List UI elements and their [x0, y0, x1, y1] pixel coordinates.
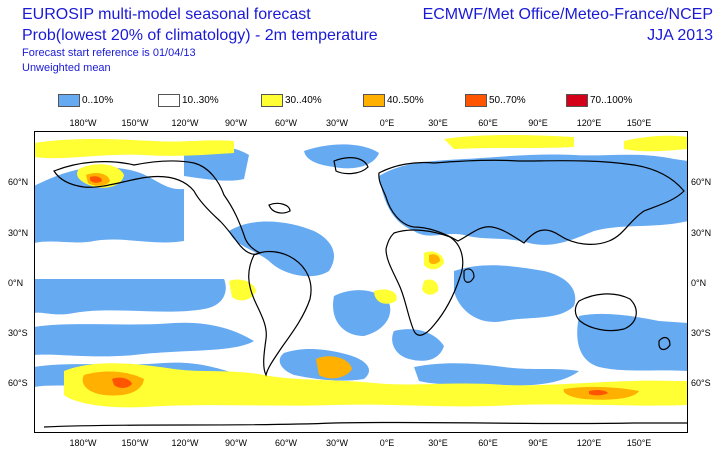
legend-item: 40..50%	[363, 93, 424, 107]
probability-map	[34, 131, 688, 433]
moderate-probability-areas	[34, 135, 688, 408]
lon-tick-top: 60°W	[274, 118, 298, 128]
legend-label: 50..70%	[489, 94, 526, 106]
legend-swatch	[566, 93, 588, 107]
lon-tick-bottom: 120°W	[171, 438, 199, 448]
legend-swatch	[58, 93, 80, 107]
legend: 0..10% 10..30% 30..40% 40..50% 50..70% 7…	[58, 93, 658, 107]
lat-tick-left: 30°N	[8, 228, 29, 238]
lon-tick-top: 120°W	[171, 118, 199, 128]
lon-tick-bottom: 90°W	[224, 438, 248, 448]
legend-item: 10..30%	[158, 93, 219, 107]
legend-swatch	[363, 93, 385, 107]
mean-type: Unweighted mean	[22, 62, 111, 74]
lon-tick-top: 90°W	[224, 118, 248, 128]
lat-tick-right: 30°N	[691, 228, 712, 238]
lat-tick-right: 60°S	[691, 378, 711, 388]
legend-item: 0..10%	[58, 93, 113, 107]
lon-tick-bottom: 30°W	[325, 438, 349, 448]
lon-tick-top: 60°E	[478, 118, 498, 128]
lon-tick-bottom: 90°E	[528, 438, 548, 448]
legend-item: 70..100%	[566, 93, 632, 107]
lon-tick-top: 30°W	[325, 118, 349, 128]
coastlines	[43, 157, 688, 428]
legend-swatch	[465, 93, 487, 107]
map-frame	[34, 131, 688, 433]
centres-label: ECMWF/Met Office/Meteo-France/NCEP	[422, 6, 713, 23]
lon-tick-bottom: 60°W	[274, 438, 298, 448]
lat-tick-left: 60°N	[8, 177, 29, 187]
legend-label: 30..40%	[285, 94, 322, 106]
legend-item: 50..70%	[465, 93, 526, 107]
elevated-probability-areas	[82, 173, 639, 400]
legend-label: 70..100%	[590, 94, 633, 106]
lat-tick-right: 0°N	[691, 278, 707, 288]
lat-tick-left: 30°S	[8, 328, 28, 338]
lon-tick-top: 90°E	[528, 118, 548, 128]
lon-tick-top: 120°E	[576, 118, 602, 128]
lon-tick-bottom: 0°E	[379, 438, 395, 448]
lon-tick-bottom: 120°E	[576, 438, 602, 448]
lon-tick-bottom: 30°E	[428, 438, 448, 448]
season-label: JJA 2013	[647, 27, 713, 44]
lon-tick-top: 150°W	[121, 118, 149, 128]
title-line-2: Prob(lowest 20% of climatology) - 2m tem…	[22, 27, 378, 44]
lat-tick-right: 30°S	[691, 328, 711, 338]
lon-tick-bottom: 60°E	[478, 438, 498, 448]
lon-tick-bottom: 150°E	[626, 438, 652, 448]
lon-tick-top: 0°E	[379, 118, 395, 128]
high-probability-areas	[90, 176, 608, 396]
legend-item: 30..40%	[261, 93, 322, 107]
lat-tick-right: 60°N	[691, 177, 712, 187]
lat-tick-left: 60°S	[8, 378, 28, 388]
legend-label: 40..50%	[387, 94, 424, 106]
legend-label: 0..10%	[82, 94, 114, 106]
forecast-reference: Forecast start reference is 01/04/13	[22, 47, 196, 59]
legend-label: 10..30%	[182, 94, 219, 106]
legend-swatch	[261, 93, 283, 107]
lon-tick-bottom: 150°W	[121, 438, 149, 448]
lon-tick-bottom: 180°W	[69, 438, 97, 448]
lat-tick-left: 0°N	[8, 278, 24, 288]
lon-tick-top: 30°E	[428, 118, 448, 128]
lon-tick-top: 180°W	[69, 118, 97, 128]
lon-tick-top: 150°E	[626, 118, 652, 128]
legend-swatch	[158, 93, 180, 107]
title-line-1: EUROSIP multi-model seasonal forecast	[22, 6, 311, 23]
